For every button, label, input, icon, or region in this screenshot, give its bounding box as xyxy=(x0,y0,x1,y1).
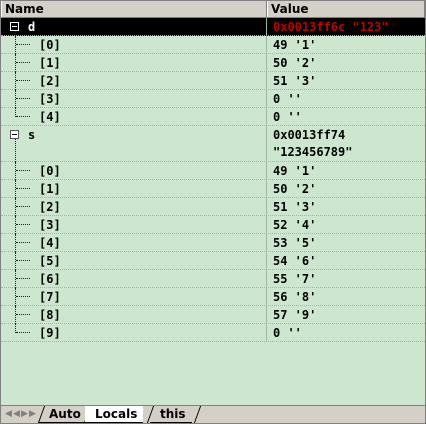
name-cell: [4] xyxy=(1,108,267,125)
variable-value[interactable]: 57 '9' xyxy=(273,308,317,322)
variable-value[interactable]: 0 '' xyxy=(273,326,302,340)
name-cell: [7] xyxy=(1,288,267,306)
variable-name: [2] xyxy=(39,74,61,88)
variable-name: [4] xyxy=(39,110,61,124)
tab-bar: ◀ ◀ ▶ ▶ Auto Locals this xyxy=(1,405,425,423)
variable-value[interactable]: 49 '1' xyxy=(273,38,317,52)
variables-grid: d 0x0013ff6c "123" [0] 49 '1' [1] 50 '2' [2] 51… xyxy=(1,18,425,342)
tree-row-s[interactable]: s 0x0013ff74 "123456789" xyxy=(1,126,425,162)
name-cell: [1] xyxy=(1,180,267,198)
variable-name: [0] xyxy=(39,164,61,178)
tab-this[interactable]: this xyxy=(150,406,192,423)
variable-name: [9] xyxy=(39,326,61,340)
element-row[interactable]: [0] 49 '1' xyxy=(1,162,425,180)
name-cell: [0] xyxy=(1,36,267,54)
column-header: Name Value xyxy=(1,1,425,18)
element-row[interactable]: [4] 0 '' xyxy=(1,108,425,126)
variable-name: s xyxy=(28,128,36,142)
name-cell: [9] xyxy=(1,324,267,341)
variable-value[interactable]: 51 '3' xyxy=(273,200,317,214)
element-row[interactable]: [2] 51 '3' xyxy=(1,72,425,90)
variable-value[interactable]: 0x0013ff74 "123456789" xyxy=(273,128,353,159)
element-row[interactable]: [1] 50 '2' xyxy=(1,54,425,72)
variable-value[interactable]: 50 '2' xyxy=(273,56,317,70)
variable-name: [8] xyxy=(39,308,61,322)
element-row[interactable]: [6] 55 '7' xyxy=(1,270,425,288)
name-cell: [4] xyxy=(1,234,267,252)
name-cell: d xyxy=(1,18,267,36)
variable-name: [4] xyxy=(39,236,61,250)
variable-name: [3] xyxy=(39,218,61,232)
element-row[interactable]: [0] 49 '1' xyxy=(1,36,425,54)
element-row[interactable]: [3] 0 '' xyxy=(1,90,425,108)
element-row[interactable]: [4] 53 '5' xyxy=(1,234,425,252)
element-row[interactable]: [9] 0 '' xyxy=(1,324,425,342)
element-row[interactable]: [2] 51 '3' xyxy=(1,198,425,216)
collapse-icon[interactable] xyxy=(10,22,19,31)
variable-name: [0] xyxy=(39,38,61,52)
name-cell: [2] xyxy=(1,198,267,216)
variable-name: [2] xyxy=(39,200,61,214)
element-row[interactable]: [1] 50 '2' xyxy=(1,180,425,198)
name-cell: [1] xyxy=(1,54,267,72)
value-column-header[interactable]: Value xyxy=(267,1,425,17)
variable-name: [6] xyxy=(39,272,61,286)
name-cell: [2] xyxy=(1,72,267,90)
tree-row-d[interactable]: d 0x0013ff6c "123" xyxy=(1,18,425,36)
variable-value[interactable]: 56 '8' xyxy=(273,290,317,304)
element-row[interactable]: [8] 57 '9' xyxy=(1,306,425,324)
element-row[interactable]: [3] 52 '4' xyxy=(1,216,425,234)
variable-name: [7] xyxy=(39,290,61,304)
scroll-last-icon[interactable]: ▶ xyxy=(29,409,36,419)
name-column-header[interactable]: Name xyxy=(1,1,267,17)
variable-name: [5] xyxy=(39,254,61,268)
variable-name: [3] xyxy=(39,92,61,106)
variable-value[interactable]: 49 '1' xyxy=(273,164,317,178)
variable-name: [1] xyxy=(39,182,61,196)
scroll-next-icon[interactable]: ▶ xyxy=(21,409,28,419)
name-cell: [8] xyxy=(1,306,267,324)
tab-auto[interactable]: Auto xyxy=(39,406,87,423)
variable-value[interactable]: 52 '4' xyxy=(273,218,317,232)
variable-value[interactable]: 51 '3' xyxy=(273,74,317,88)
variable-value[interactable]: 55 '7' xyxy=(273,272,317,286)
variable-value[interactable]: 0 '' xyxy=(273,110,302,124)
variable-value[interactable]: 53 '5' xyxy=(273,236,317,250)
variable-name: d xyxy=(28,20,36,34)
scroll-first-icon[interactable]: ◀ xyxy=(5,409,12,419)
variable-name: [1] xyxy=(39,56,61,70)
element-row[interactable]: [5] 54 '6' xyxy=(1,252,425,270)
name-cell: [6] xyxy=(1,270,267,288)
name-cell: [3] xyxy=(1,90,267,108)
variable-value[interactable]: 0x0013ff6c "123" xyxy=(273,20,389,34)
scroll-prev-icon[interactable]: ◀ xyxy=(13,409,20,419)
tab-locals[interactable]: Locals xyxy=(85,406,144,423)
name-cell: [3] xyxy=(1,216,267,234)
variable-value[interactable]: 54 '6' xyxy=(273,254,317,268)
variable-value[interactable]: 0 '' xyxy=(273,92,302,106)
collapse-icon[interactable] xyxy=(10,130,19,139)
name-cell: s xyxy=(1,126,267,162)
name-cell: [0] xyxy=(1,162,267,180)
variable-value[interactable]: 50 '2' xyxy=(273,182,317,196)
element-row[interactable]: [7] 56 '8' xyxy=(1,288,425,306)
name-cell: [5] xyxy=(1,252,267,270)
